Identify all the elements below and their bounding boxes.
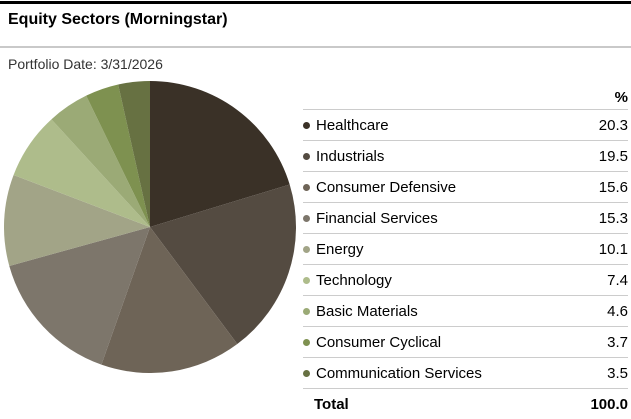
- series-color-dot: [303, 307, 310, 315]
- page-title: Equity Sectors (Morningstar): [8, 11, 228, 28]
- series-color-dot: [303, 276, 310, 284]
- legend-row: Healthcare 20.3: [303, 109, 628, 140]
- legend-header-row: %: [303, 85, 628, 109]
- series-value: 19.5: [598, 147, 628, 165]
- series-label: Financial Services: [316, 209, 438, 227]
- series-label: Consumer Cyclical: [316, 333, 442, 351]
- pie-slice: [150, 184, 296, 345]
- pie-slice: [150, 81, 290, 227]
- pie-slice: [13, 119, 150, 227]
- series-label: Energy: [316, 240, 364, 258]
- series-value: 4.6: [607, 302, 628, 320]
- pie-chart: [3, 81, 296, 373]
- series-color-dot: [303, 152, 310, 160]
- series-value: 20.3: [598, 116, 628, 134]
- series-color-dot: [303, 183, 310, 191]
- legend-row: Consumer Cyclical 3.7: [303, 326, 628, 357]
- series-value: 15.6: [598, 178, 628, 196]
- pie-chart-svg: [3, 81, 296, 373]
- total-value: 100.0: [590, 395, 628, 413]
- pie-slice: [86, 84, 150, 228]
- series-color-dot: [303, 338, 310, 346]
- pie-slice: [9, 227, 151, 365]
- legend-row: Communication Services 3.5: [303, 357, 628, 388]
- pie-slice: [101, 227, 238, 373]
- percent-column-header: %: [614, 88, 628, 106]
- pie-slice: [51, 95, 150, 228]
- series-color-dot: [303, 245, 310, 253]
- legend-rows: Healthcare 20.3 Industrials 19.5 Consumer De…: [303, 109, 628, 388]
- series-color-dot: [303, 121, 310, 129]
- series-label: Industrials: [316, 147, 385, 165]
- portfolio-date: Portfolio Date: 3/31/2026: [8, 56, 163, 72]
- series-label: Consumer Defensive: [316, 178, 457, 196]
- series-label: Healthcare: [316, 116, 389, 134]
- series-label: Communication Services: [316, 364, 482, 382]
- series-value: 10.1: [598, 240, 628, 258]
- legend-row: Financial Services 15.3: [303, 202, 628, 233]
- series-value: 3.5: [607, 364, 628, 382]
- legend-row: Energy 10.1: [303, 233, 628, 264]
- series-label: Basic Materials: [316, 302, 418, 320]
- top-rule: [0, 1, 631, 4]
- series-value: 3.7: [607, 333, 628, 351]
- legend-row: Technology 7.4: [303, 264, 628, 295]
- legend-table: % Healthcare 20.3 Industrials 19.5 Consumer …: [303, 85, 628, 419]
- pie-slice: [3, 174, 150, 266]
- legend-total-row: Total 100.0: [303, 388, 628, 419]
- header-divider: [0, 46, 631, 48]
- series-value: 15.3: [598, 209, 628, 227]
- series-value: 7.4: [607, 271, 628, 289]
- legend-row: Basic Materials 4.6: [303, 295, 628, 326]
- series-color-dot: [303, 369, 310, 377]
- series-label: Technology: [316, 271, 392, 289]
- legend-row: Consumer Defensive 15.6: [303, 171, 628, 202]
- pie-slice: [118, 81, 150, 227]
- series-color-dot: [303, 214, 310, 222]
- legend-row: Industrials 19.5: [303, 140, 628, 171]
- total-label: Total: [314, 395, 349, 413]
